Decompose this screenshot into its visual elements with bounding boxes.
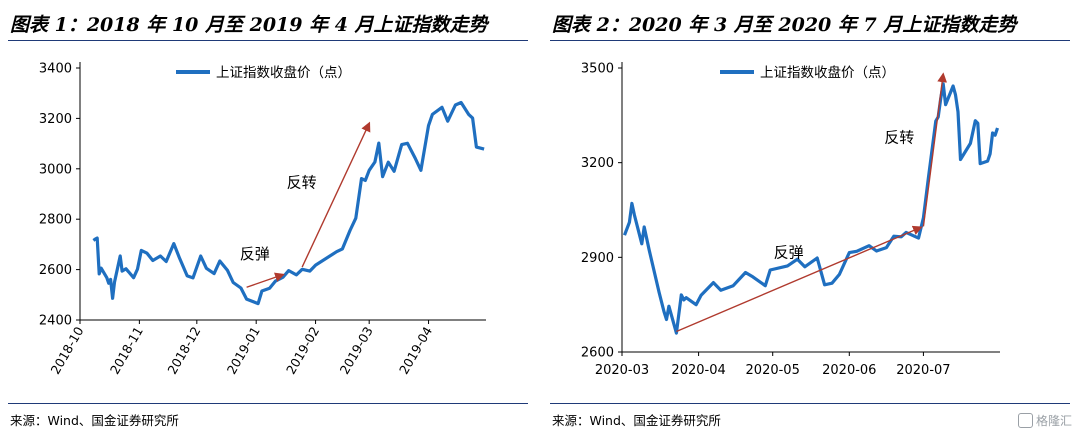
x-tick-label: 2020-04 <box>671 363 725 378</box>
x-tick-label: 2019-03 <box>337 324 376 377</box>
x-tick-label: 2020-07 <box>896 363 950 378</box>
series-line <box>92 100 485 306</box>
x-tick-label: 2020-03 <box>595 363 649 378</box>
annotation-arrow <box>301 121 371 268</box>
annotation-label: 反弹 <box>240 245 270 263</box>
watermark-logo-icon <box>1017 413 1033 428</box>
x-tick-label: 2019-02 <box>283 324 322 377</box>
series-line <box>623 82 1000 335</box>
chart-1-bottom-rule <box>8 403 528 404</box>
annotation-label: 反弹 <box>774 243 804 261</box>
y-tick-label: 2600 <box>39 263 72 278</box>
x-tick-label: 2020-05 <box>746 363 800 378</box>
x-tick-label: 2018-12 <box>164 324 203 377</box>
annotation-arrow <box>246 272 285 288</box>
x-tick-label: 2019-01 <box>224 324 263 377</box>
chart-1-source: 来源：Wind、国金证券研究所 <box>10 413 179 428</box>
legend-label: 上证指数收盘价（点） <box>760 64 895 81</box>
y-tick-label: 3000 <box>39 162 72 177</box>
chart-2-bottom-rule <box>550 403 1070 404</box>
y-tick-label: 2600 <box>581 346 614 361</box>
chart-1-top-rule <box>8 40 528 41</box>
annotation-label: 反转 <box>884 128 914 146</box>
chart-1: 2400 2600 2800 3000 3200 3400 2018-10 2018-11 20… <box>39 62 486 377</box>
x-tick-label: 2018-11 <box>107 324 146 377</box>
x-tick-label: 2019-04 <box>396 324 435 377</box>
y-tick-label: 3400 <box>39 62 72 77</box>
x-tick-label: 2020-06 <box>822 363 876 378</box>
chart-2-top-rule <box>550 40 1070 41</box>
y-tick-label: 3200 <box>39 112 72 127</box>
annotation-arrow <box>676 225 923 333</box>
watermark-text: 格隆汇 <box>1035 414 1072 428</box>
chart-2: 2600 2900 3200 3500 2020-03 2020-04 2020-05 202… <box>581 62 1000 378</box>
chart-1-title: 图表 1：2018 年 10 月至 2019 年 4 月上证指数走势 <box>10 14 488 36</box>
y-tick-label: 3200 <box>581 156 614 171</box>
annotation-label: 反转 <box>287 173 317 191</box>
y-tick-label: 2900 <box>581 251 614 266</box>
legend-label: 上证指数收盘价（点） <box>216 64 351 81</box>
x-tick-label: 2018-10 <box>47 324 86 377</box>
chart-2-source: 来源：Wind、国金证券研究所 <box>552 413 721 428</box>
y-tick-label: 3500 <box>581 62 614 77</box>
y-tick-label: 2800 <box>39 213 72 228</box>
chart-2-title: 图表 2：2020 年 3 月至 2020 年 7 月上证指数走势 <box>552 14 1017 36</box>
annotation-arrow <box>922 72 948 227</box>
y-tick-label: 2400 <box>39 314 72 329</box>
watermark: 格隆汇 <box>1017 412 1072 429</box>
